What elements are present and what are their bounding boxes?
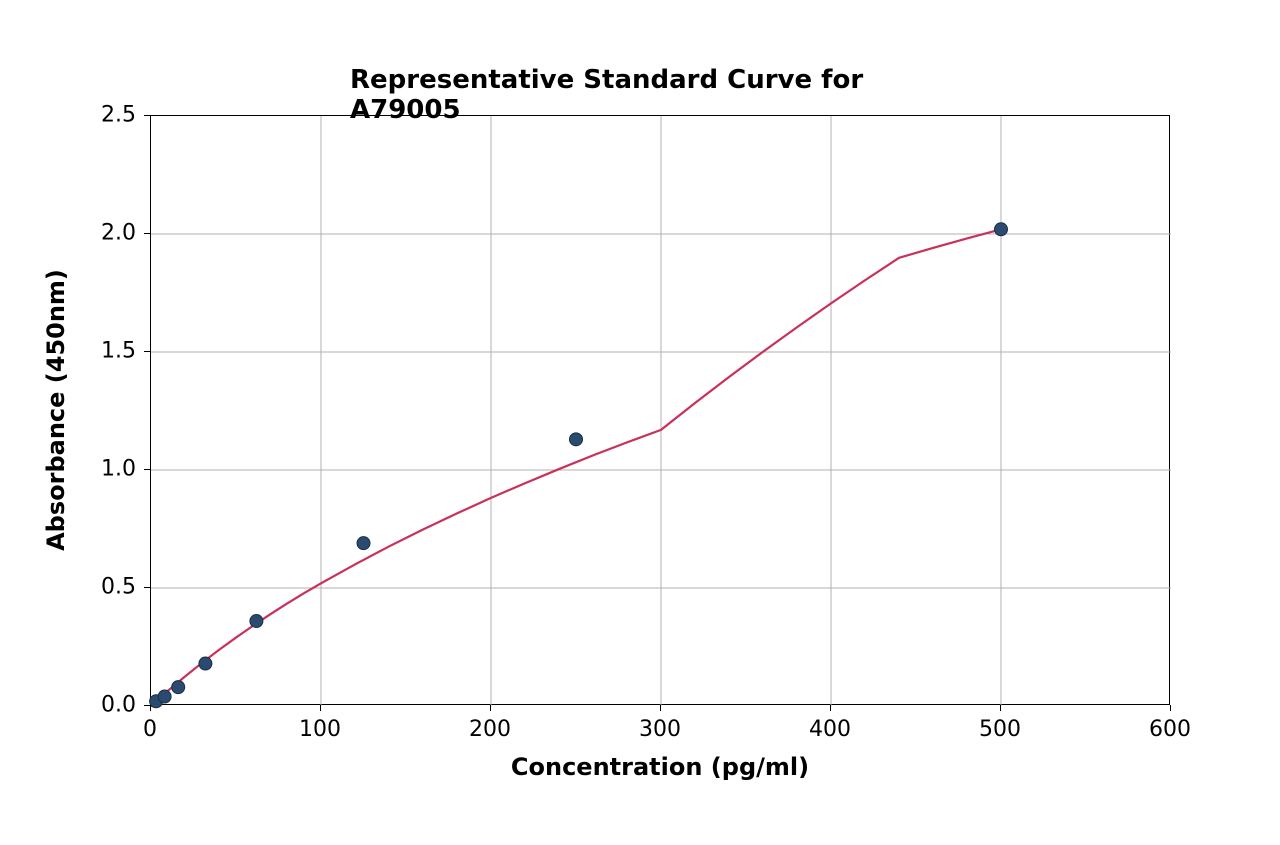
x-tick xyxy=(320,705,322,711)
x-tick xyxy=(830,705,832,711)
y-tick-label: 2.5 xyxy=(101,103,136,128)
data-point xyxy=(172,681,185,694)
data-point xyxy=(357,537,370,550)
y-tick xyxy=(144,351,150,353)
y-tick-label: 0.5 xyxy=(101,575,136,600)
y-tick xyxy=(144,115,150,117)
x-tick-label: 500 xyxy=(979,717,1021,742)
x-tick-label: 100 xyxy=(299,717,341,742)
y-tick xyxy=(144,233,150,235)
y-tick-label: 1.0 xyxy=(101,457,136,482)
data-point xyxy=(158,690,171,703)
y-axis-label: Absorbance (450nm) xyxy=(42,269,70,551)
x-tick xyxy=(1170,705,1172,711)
data-point xyxy=(995,223,1008,236)
data-point xyxy=(199,657,212,670)
x-tick xyxy=(660,705,662,711)
y-tick-label: 2.0 xyxy=(101,221,136,246)
x-tick-label: 200 xyxy=(469,717,511,742)
chart-svg xyxy=(151,116,1171,706)
data-point xyxy=(250,615,263,628)
fit-curve xyxy=(151,229,1001,706)
x-tick xyxy=(490,705,492,711)
x-tick xyxy=(1000,705,1002,711)
plot-area xyxy=(150,115,1170,705)
y-tick xyxy=(144,587,150,589)
y-tick-label: 1.5 xyxy=(101,339,136,364)
x-tick-label: 600 xyxy=(1149,717,1191,742)
x-tick-label: 400 xyxy=(809,717,851,742)
data-point xyxy=(570,433,583,446)
x-axis-label: Concentration (pg/ml) xyxy=(511,753,809,781)
y-tick xyxy=(144,705,150,707)
x-tick-label: 300 xyxy=(639,717,681,742)
figure: Representative Standard Curve for A79005… xyxy=(0,0,1280,845)
x-tick-label: 0 xyxy=(143,717,157,742)
y-tick-label: 0.0 xyxy=(101,693,136,718)
y-tick xyxy=(144,469,150,471)
